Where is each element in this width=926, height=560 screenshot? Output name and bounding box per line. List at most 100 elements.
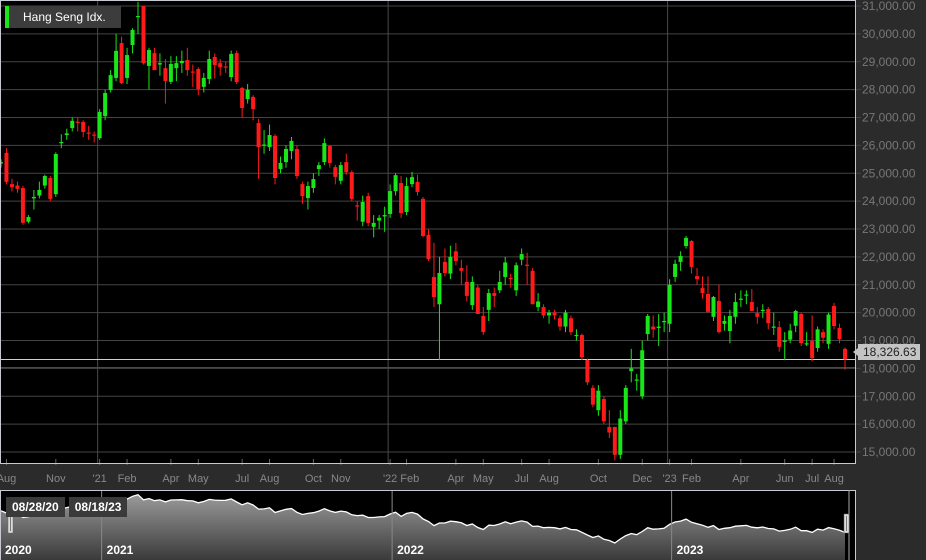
- candle[interactable]: [86, 125, 91, 140]
- candle[interactable]: [92, 131, 97, 143]
- candle[interactable]: [558, 315, 563, 331]
- candle[interactable]: [623, 385, 628, 425]
- candle[interactable]: [196, 67, 201, 96]
- candle[interactable]: [377, 215, 382, 229]
- candle[interactable]: [229, 50, 234, 82]
- candle[interactable]: [355, 201, 360, 221]
- candle[interactable]: [475, 284, 480, 315]
- candle[interactable]: [722, 315, 727, 331]
- candle[interactable]: [9, 178, 14, 192]
- candle[interactable]: [388, 184, 393, 218]
- candle[interactable]: [656, 314, 661, 347]
- candle[interactable]: [289, 137, 294, 160]
- candle[interactable]: [519, 248, 524, 266]
- candle[interactable]: [629, 348, 634, 383]
- candle[interactable]: [75, 117, 80, 132]
- candle[interactable]: [37, 181, 42, 199]
- candle[interactable]: [749, 288, 754, 311]
- candle[interactable]: [837, 323, 842, 344]
- candle[interactable]: [799, 312, 804, 347]
- candle[interactable]: [733, 293, 738, 324]
- candle[interactable]: [240, 86, 245, 118]
- candle[interactable]: [48, 176, 53, 202]
- candle[interactable]: [305, 181, 310, 210]
- candle[interactable]: [338, 162, 343, 185]
- candle[interactable]: [634, 373, 639, 391]
- candle[interactable]: [20, 185, 25, 225]
- candle[interactable]: [618, 410, 623, 459]
- candle[interactable]: [508, 273, 513, 288]
- candle[interactable]: [832, 302, 837, 330]
- candle[interactable]: [382, 206, 387, 232]
- candle[interactable]: [360, 195, 365, 227]
- candle[interactable]: [119, 36, 124, 85]
- candle[interactable]: [185, 47, 190, 76]
- candle[interactable]: [470, 276, 475, 310]
- candle[interactable]: [273, 134, 278, 185]
- candle[interactable]: [760, 304, 765, 319]
- candle[interactable]: [152, 47, 157, 71]
- candle[interactable]: [579, 333, 584, 361]
- candle[interactable]: [316, 162, 321, 177]
- candle[interactable]: [782, 332, 787, 361]
- candle[interactable]: [645, 314, 650, 341]
- candle[interactable]: [793, 309, 798, 333]
- candle[interactable]: [826, 312, 831, 349]
- candle[interactable]: [278, 156, 283, 174]
- candle[interactable]: [59, 134, 64, 149]
- candle[interactable]: [705, 276, 710, 313]
- candle[interactable]: [399, 176, 404, 218]
- candle[interactable]: [662, 312, 667, 333]
- candle[interactable]: [464, 265, 469, 302]
- candle[interactable]: [415, 174, 420, 196]
- candle[interactable]: [163, 58, 168, 104]
- candle[interactable]: [810, 315, 815, 362]
- candle[interactable]: [300, 181, 305, 204]
- candle[interactable]: [393, 173, 398, 196]
- candle[interactable]: [179, 50, 184, 73]
- candle[interactable]: [207, 50, 212, 85]
- candle[interactable]: [168, 56, 173, 85]
- candle[interactable]: [821, 329, 826, 344]
- candle[interactable]: [563, 309, 568, 333]
- candle[interactable]: [541, 304, 546, 319]
- candle[interactable]: [727, 309, 732, 344]
- candle[interactable]: [771, 312, 776, 335]
- candle[interactable]: [70, 117, 75, 132]
- candle[interactable]: [804, 332, 809, 347]
- candle[interactable]: [766, 307, 771, 330]
- candle[interactable]: [640, 340, 645, 400]
- candle[interactable]: [174, 56, 179, 82]
- candle[interactable]: [410, 171, 415, 188]
- candle[interactable]: [294, 145, 299, 179]
- candle[interactable]: [503, 256, 508, 285]
- candle[interactable]: [585, 358, 590, 386]
- candle[interactable]: [552, 309, 557, 320]
- candle[interactable]: [108, 70, 113, 93]
- candle[interactable]: [349, 170, 354, 202]
- candle[interactable]: [64, 128, 69, 140]
- candle[interactable]: [15, 181, 20, 193]
- candle[interactable]: [530, 268, 535, 305]
- candle[interactable]: [366, 192, 371, 227]
- candle[interactable]: [815, 326, 820, 352]
- candle[interactable]: [322, 138, 327, 165]
- candle[interactable]: [492, 287, 497, 308]
- candle[interactable]: [667, 279, 672, 333]
- candle[interactable]: [212, 53, 217, 79]
- candle[interactable]: [574, 329, 579, 341]
- candle[interactable]: [201, 72, 206, 93]
- candle[interactable]: [371, 215, 376, 238]
- candle[interactable]: [26, 215, 31, 224]
- candle[interactable]: [568, 315, 573, 335]
- candle[interactable]: [426, 229, 431, 262]
- candle[interactable]: [136, 1, 141, 34]
- candle[interactable]: [607, 410, 612, 439]
- candle[interactable]: [695, 268, 700, 285]
- candle[interactable]: [53, 152, 58, 197]
- candle[interactable]: [333, 164, 338, 185]
- candle[interactable]: [157, 53, 162, 76]
- candle[interactable]: [448, 245, 453, 280]
- candle[interactable]: [590, 385, 595, 408]
- candle[interactable]: [536, 293, 541, 312]
